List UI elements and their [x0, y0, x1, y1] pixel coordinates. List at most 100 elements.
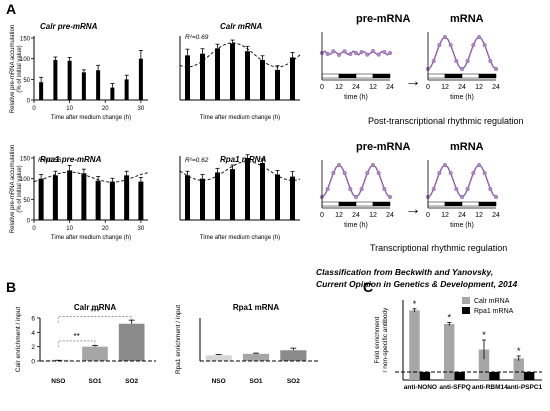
trace-marker	[336, 162, 342, 168]
trace-marker	[448, 170, 453, 176]
bar	[478, 349, 490, 380]
x-tick-label: 12	[441, 212, 449, 219]
schematic: pre-mRNA mRNA 0 12 24 12 24 time (h) → 0 12 24 1…	[316, 13, 524, 289]
trace-marker	[382, 50, 387, 55]
x-tick-label: 30	[138, 226, 145, 232]
light-phase	[321, 73, 340, 79]
bar	[245, 51, 250, 100]
schematic-bottom-left-plot: 0 12 24 12 24 time (h)	[319, 160, 394, 229]
x-tick-label: 12	[369, 84, 377, 91]
trace-marker	[471, 42, 476, 48]
light-phase	[427, 73, 446, 79]
bar	[38, 178, 44, 220]
x-tick-label: 24	[386, 212, 394, 219]
y-tick-label: 100	[20, 177, 31, 183]
dark-phase	[372, 73, 391, 79]
x-axis-label: Time after medium change (h)	[51, 115, 131, 121]
x-tick-label: 24	[458, 84, 466, 91]
r-squared-label: R²=0.69	[185, 34, 209, 41]
schematic-bottom-caption: Transcriptional rhythmic regulation	[370, 243, 507, 253]
bar	[513, 358, 524, 380]
bar	[82, 346, 108, 361]
bar	[290, 176, 295, 220]
x-tick-label: 12	[369, 212, 377, 219]
chart-rpa1-enrichment: Rpa1 mRNA NSO SO1 SO2 Rpa1 enrichment / inpu…	[175, 303, 318, 385]
trace-marker	[387, 194, 393, 200]
significance-label: ***	[90, 308, 99, 317]
trace-marker	[488, 186, 493, 192]
dark-phase	[478, 201, 497, 207]
dark-phase	[338, 201, 357, 207]
y-tick-label: 50	[23, 78, 30, 84]
dark-phase	[478, 73, 497, 79]
x-tick-label: 0	[426, 212, 430, 219]
significance-bracket	[57, 316, 133, 323]
dark-phase	[338, 73, 357, 79]
bar	[260, 59, 265, 100]
y-tick-label: 150	[20, 157, 31, 163]
bar	[419, 372, 431, 380]
y-tick-label: 2	[31, 344, 35, 351]
trace-marker	[370, 162, 376, 168]
y-tick-label: 0	[27, 219, 31, 225]
bar	[275, 174, 280, 220]
trace-marker	[376, 170, 381, 176]
trace-marker	[482, 170, 487, 176]
x-tick-label: 24	[492, 212, 500, 219]
y-axis-label: (% of initial value)	[17, 165, 23, 212]
legend-label: Rpa1 mRNA	[474, 308, 514, 315]
chart-fold-enrichment: * anti-NONO * anti-SFPQ * anti-RBM14 * anti-PSP…	[374, 297, 543, 391]
chart-rpa1-mrna: Rpa1 mRNA R²=0.62 Time after medium change…	[179, 154, 301, 241]
trace-marker	[348, 186, 353, 192]
y-tick-label: 6	[31, 316, 35, 323]
trace-marker	[482, 42, 487, 48]
bar	[230, 43, 235, 100]
x-tick-label: 12	[475, 212, 483, 219]
chart-title: Rpa1 mRNA	[233, 303, 279, 312]
panel-label-a: A	[6, 1, 16, 17]
trace-marker	[476, 162, 482, 168]
y-axis-label: Calr enrichment / input	[15, 307, 22, 373]
bar	[230, 169, 235, 220]
dark-phase	[372, 201, 391, 207]
panel-label-c: C	[363, 279, 373, 295]
trace-marker	[331, 170, 336, 176]
schematic-bottom-right-plot: 0 12 24 12 24 time (h)	[425, 160, 500, 229]
trace-marker	[353, 194, 359, 200]
bar	[39, 82, 44, 100]
trace-marker	[488, 58, 493, 64]
trace-marker	[493, 66, 499, 72]
bar	[118, 323, 145, 361]
bar	[67, 170, 73, 220]
legend-label: Calr mRNA	[474, 298, 510, 305]
bar	[215, 172, 220, 220]
arrow-icon: →	[405, 73, 421, 90]
trace-marker	[471, 170, 476, 176]
x-tick-label: 20	[102, 106, 109, 112]
fit-curve	[179, 161, 301, 181]
y-axis-label: (% of initial value)	[17, 45, 23, 92]
trace-marker	[376, 52, 381, 57]
light-phase	[461, 201, 480, 207]
chart-title: Rpa1 pre-mRNA	[40, 155, 102, 164]
schematic-bottom-right-title: mRNA	[450, 141, 484, 153]
trace-marker	[459, 66, 465, 72]
trace-marker	[331, 49, 336, 54]
x-axis-label: Time after medium change (h)	[200, 235, 280, 241]
trace-marker	[437, 170, 442, 176]
trace-marker	[431, 58, 436, 64]
category-label: SO2	[125, 378, 138, 385]
x-axis-label: time (h)	[344, 222, 368, 229]
category-label: NSO	[51, 378, 65, 385]
x-tick-label: 24	[352, 212, 360, 219]
schematic-bottom-left-title: pre-mRNA	[356, 141, 410, 153]
bar	[215, 48, 220, 100]
schematic-top-right-title: mRNA	[450, 13, 484, 25]
significance-star: *	[447, 312, 451, 322]
trace-marker	[459, 194, 465, 200]
y-tick-label: 100	[20, 57, 31, 63]
trace-marker	[359, 186, 364, 192]
dark-phase	[444, 73, 463, 79]
chart-title: Calr pre-mRNA	[40, 22, 98, 31]
